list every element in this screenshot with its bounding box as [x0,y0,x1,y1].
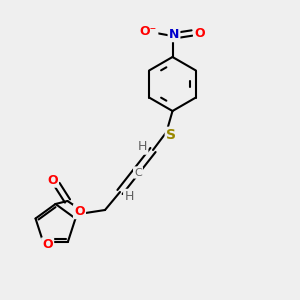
Text: O: O [47,173,58,187]
Text: S: S [166,128,176,142]
Text: O⁻: O⁻ [140,25,157,38]
Text: O: O [74,205,85,218]
Text: H: H [124,190,134,203]
Text: H: H [138,140,147,154]
Text: N: N [169,28,179,41]
Text: O: O [42,238,53,251]
Text: C: C [134,167,142,178]
Text: O: O [194,26,205,40]
